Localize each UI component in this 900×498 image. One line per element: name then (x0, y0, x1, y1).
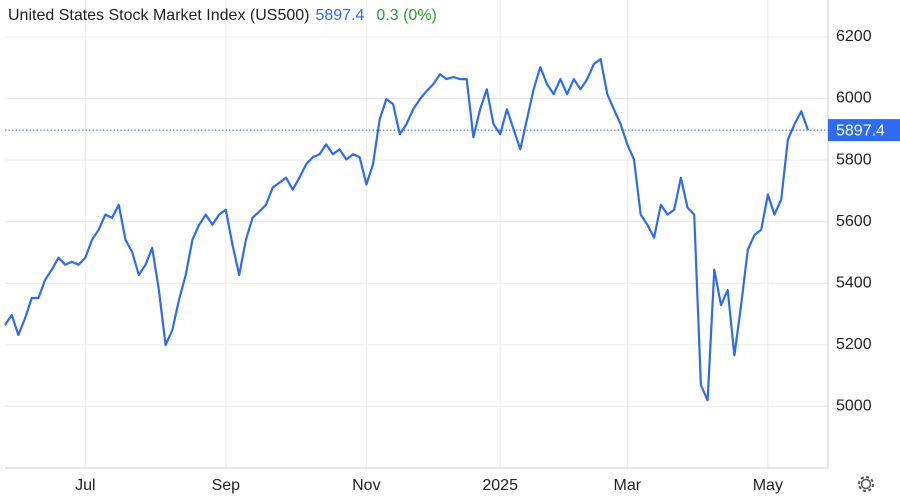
y-tick-label: 5000 (836, 398, 872, 415)
x-tick-label: Sep (212, 477, 241, 494)
y-tick-label: 6000 (836, 90, 872, 107)
last-price: 5897.4 (315, 7, 364, 24)
x-tick-label: Nov (352, 477, 380, 494)
y-tick-label: 6200 (836, 28, 872, 45)
x-tick-label: May (753, 477, 783, 494)
last-price-box (828, 119, 900, 142)
price-line (4, 58, 810, 402)
y-tick-label: 5600 (836, 213, 872, 230)
price-change: 0.3 (0%) (376, 7, 436, 24)
settings-icon[interactable] (858, 476, 874, 492)
chart-title: United States Stock Market Index (US500)… (8, 7, 437, 24)
title: United States Stock Market Index (US500) (8, 7, 309, 24)
gear-teeth (858, 476, 874, 492)
y-tick-label: 5200 (836, 336, 872, 353)
x-tick-label: Mar (614, 477, 642, 494)
y-tick-label: 5400 (836, 274, 872, 291)
x-tick-label: 2025 (482, 477, 518, 494)
y-tick-label: 5800 (836, 151, 872, 168)
x-tick-label: Jul (75, 477, 95, 494)
gear-body (860, 478, 872, 490)
last-price-label: 5897.4 (836, 122, 885, 139)
